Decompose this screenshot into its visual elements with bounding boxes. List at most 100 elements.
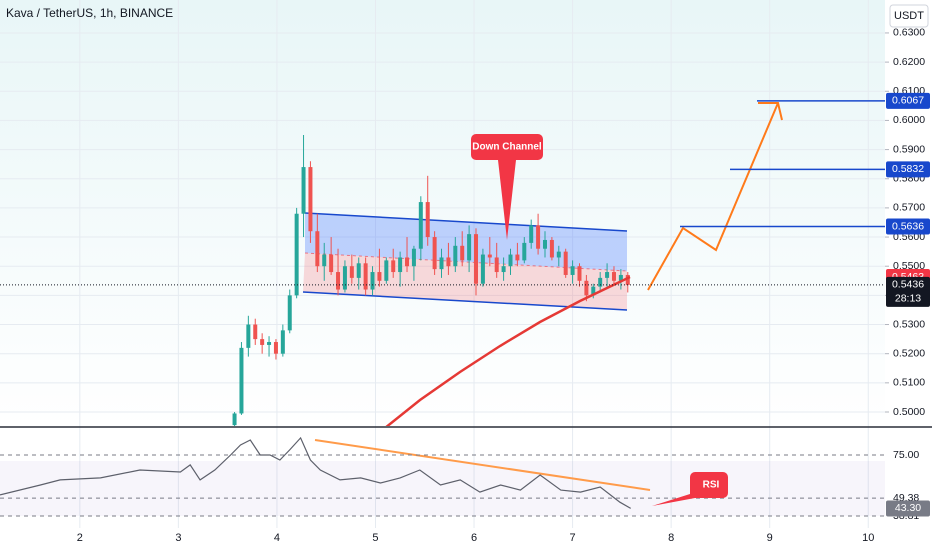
candle-body (301, 167, 306, 214)
candle-body (432, 237, 437, 270)
x-tick-label: 5 (372, 532, 378, 544)
x-tick-label: 6 (471, 532, 477, 544)
x-tick-label: 7 (570, 532, 576, 544)
candle-body (515, 254, 520, 261)
candle-body (280, 330, 285, 354)
candle-body (494, 257, 499, 273)
x-tick-label: 4 (274, 532, 280, 544)
projection-path (647, 102, 779, 291)
countdown-label: 28:13 (895, 293, 921, 305)
x-tick-label: 3 (175, 532, 181, 544)
candle-body (342, 266, 347, 290)
candle-body (487, 254, 492, 258)
level-tag (886, 218, 930, 235)
level-tag (886, 92, 930, 109)
candle-body (336, 272, 341, 290)
candle-body (474, 234, 479, 284)
candle-body (439, 257, 444, 270)
y-tick-label: 0.5900 (893, 143, 925, 155)
candle-body (591, 286, 596, 296)
candle-body (618, 274, 623, 281)
candle-body (315, 231, 320, 267)
time-axis (0, 528, 885, 550)
candle-body (246, 324, 251, 348)
candle-body (322, 254, 327, 267)
projection-arrowhead (758, 102, 783, 121)
last-price-tag (886, 276, 930, 307)
candle-body (363, 263, 368, 290)
candle-body (405, 257, 410, 267)
candle-body (453, 245, 458, 267)
rsi-tick-label: 75.00 (893, 449, 919, 461)
x-tick-label: 2 (77, 532, 83, 544)
candle-body (536, 225, 541, 249)
x-tick-label: 8 (668, 532, 674, 544)
rsi-band (0, 461, 885, 516)
level-tag-label: 0.5636 (892, 220, 924, 232)
x-tick-label: 10 (862, 532, 874, 544)
candle-body (570, 266, 575, 275)
candle-body (294, 213, 299, 296)
candle-body (425, 202, 430, 238)
rsi-line (0, 436, 631, 509)
candle-body (370, 272, 375, 290)
y-tick-label: 0.5200 (893, 347, 925, 359)
candle-body (384, 260, 389, 281)
y-tick-label: 0.5300 (893, 318, 925, 330)
price-pane (0, 0, 885, 426)
y-tick-label: 0.6300 (893, 27, 925, 39)
candle-body (260, 339, 265, 345)
y-tick-label: 0.6200 (893, 56, 925, 68)
candle-body (418, 202, 423, 249)
y-tick-label: 0.5100 (893, 377, 925, 389)
candle-body (467, 234, 472, 261)
candle-body (549, 239, 554, 258)
candle-body (605, 272, 610, 278)
candle-body (577, 266, 582, 281)
candle-body (625, 274, 630, 285)
candle-body (273, 342, 278, 354)
candle-body (611, 272, 616, 281)
symbol-title: Kava / TetherUS, 1h, BINANCE (6, 6, 173, 20)
level-tag (886, 161, 930, 178)
candle-body (411, 248, 416, 267)
rsi-trendline (314, 439, 651, 491)
y-tick-label: 0.5000 (893, 406, 925, 418)
candle-body (239, 347, 244, 414)
candle-body (398, 257, 403, 273)
y-tick-label: 0.5700 (893, 202, 925, 214)
candle-body (584, 280, 589, 296)
candle-body (542, 239, 547, 249)
candle-body (563, 251, 568, 275)
candle-body (391, 260, 396, 273)
currency-label[interactable]: USDT (894, 10, 924, 22)
level-tag-label: 0.6067 (892, 95, 924, 107)
channel-bottom (302, 291, 628, 311)
candle-body (329, 254, 334, 273)
candle-body (529, 225, 534, 243)
rsi-pane (0, 428, 885, 528)
level-tag-label: 0.5832 (892, 163, 924, 175)
candle-body (460, 245, 465, 261)
candle-body (287, 295, 292, 331)
candle-body (501, 266, 506, 273)
candle-body (598, 277, 603, 287)
x-tick-label: 9 (767, 532, 773, 544)
candle-body (356, 263, 361, 278)
candle-body (267, 342, 272, 345)
currency-button[interactable] (889, 4, 929, 28)
rsi-callout-label: RSI (703, 480, 720, 491)
candle-body (377, 272, 382, 281)
rsi-value-tag (886, 500, 930, 517)
candle-body (522, 242, 527, 261)
candle-body (446, 257, 451, 267)
rsi-callout (652, 472, 728, 506)
rsi-value-label: 43.30 (895, 502, 921, 514)
candle-body (480, 254, 485, 284)
y-tick-label: 0.6000 (893, 114, 925, 126)
down-channel-callout (471, 134, 543, 240)
y-tick-label: 0.5500 (893, 260, 925, 272)
candle-body (556, 251, 561, 258)
channel-top (304, 212, 628, 232)
